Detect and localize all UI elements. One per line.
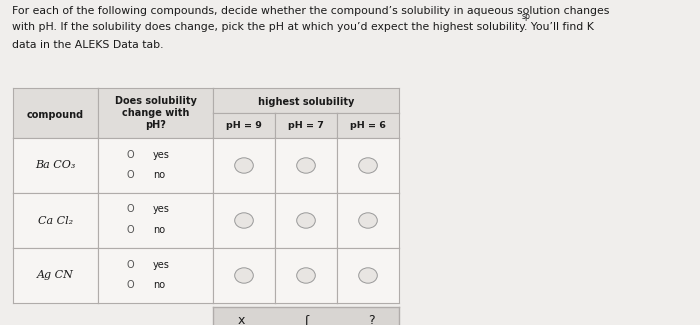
Text: O: O <box>127 150 134 160</box>
Text: Ba CO₃: Ba CO₃ <box>35 161 76 171</box>
Text: no: no <box>153 280 165 291</box>
Text: Ca Cl₂: Ca Cl₂ <box>38 215 73 226</box>
Text: compound: compound <box>27 111 84 121</box>
Ellipse shape <box>358 158 377 173</box>
Text: ?: ? <box>368 315 374 325</box>
Text: For each of the following compounds, decide whether the compound’s solubility in: For each of the following compounds, dec… <box>12 6 610 16</box>
Text: pH?: pH? <box>145 121 166 131</box>
Ellipse shape <box>234 158 253 173</box>
Text: O: O <box>127 259 134 269</box>
Text: no: no <box>153 226 165 235</box>
Text: O: O <box>127 170 134 180</box>
Ellipse shape <box>297 213 315 228</box>
Text: highest solubility: highest solubility <box>258 97 354 107</box>
Text: with pH. If the solubility does change, pick the pH at which you’d expect the hi: with pH. If the solubility does change, … <box>12 22 594 32</box>
Ellipse shape <box>234 213 253 228</box>
Ellipse shape <box>358 268 377 283</box>
Text: pH = 7: pH = 7 <box>288 121 324 130</box>
Text: ʃ: ʃ <box>304 315 308 325</box>
Text: O: O <box>127 204 134 215</box>
Text: data in the ALEKS Data tab.: data in the ALEKS Data tab. <box>12 40 164 50</box>
Text: pH = 6: pH = 6 <box>350 121 386 130</box>
Text: Does solubility: Does solubility <box>115 96 197 106</box>
Ellipse shape <box>297 268 315 283</box>
Text: O: O <box>127 226 134 235</box>
Text: yes: yes <box>153 259 170 269</box>
Text: yes: yes <box>153 204 170 215</box>
Text: no: no <box>153 170 165 180</box>
Text: pH = 9: pH = 9 <box>226 121 262 130</box>
Ellipse shape <box>297 158 315 173</box>
Text: Ag CN: Ag CN <box>37 270 74 280</box>
Ellipse shape <box>358 213 377 228</box>
Ellipse shape <box>234 268 253 283</box>
Text: O: O <box>127 280 134 291</box>
Text: sp: sp <box>522 12 531 21</box>
Text: x: x <box>237 315 244 325</box>
Text: yes: yes <box>153 150 170 160</box>
Text: change with: change with <box>122 108 189 118</box>
